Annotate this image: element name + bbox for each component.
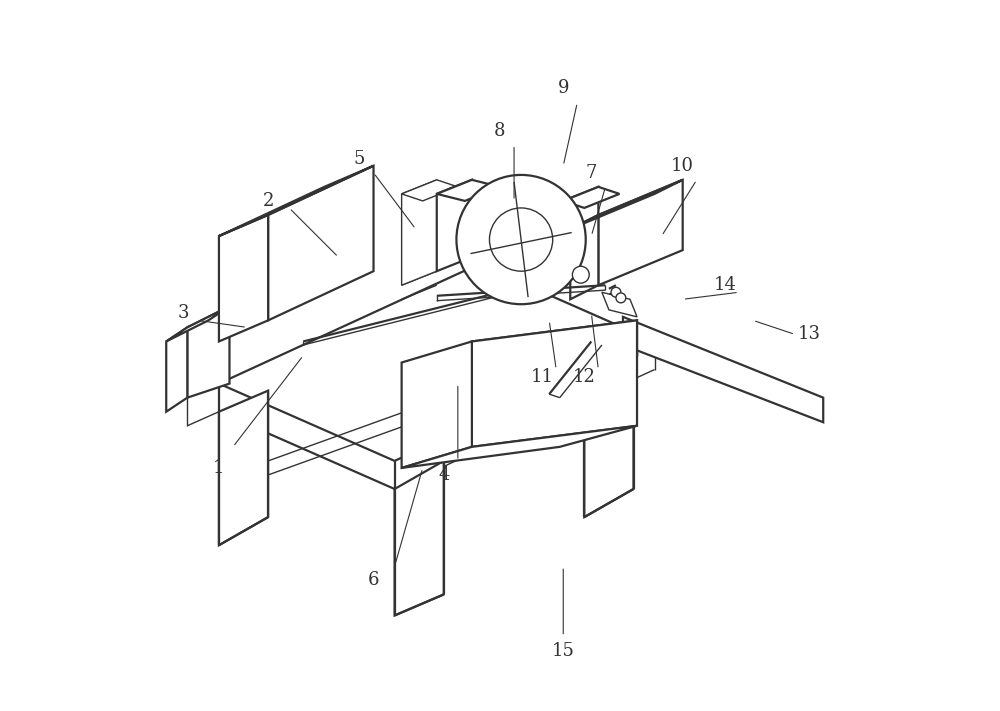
Circle shape xyxy=(456,175,586,304)
Polygon shape xyxy=(563,187,619,208)
Polygon shape xyxy=(219,215,268,341)
Polygon shape xyxy=(563,187,598,271)
Text: 12: 12 xyxy=(573,368,596,385)
Text: 15: 15 xyxy=(552,641,575,660)
Text: 7: 7 xyxy=(586,164,597,182)
Text: 10: 10 xyxy=(671,157,694,175)
Text: 3: 3 xyxy=(178,304,190,322)
Polygon shape xyxy=(402,180,458,201)
Polygon shape xyxy=(437,180,500,201)
Text: 2: 2 xyxy=(262,192,274,210)
Text: 6: 6 xyxy=(368,572,379,589)
Text: 11: 11 xyxy=(531,368,554,385)
Circle shape xyxy=(611,287,621,297)
Text: 14: 14 xyxy=(713,277,736,294)
Polygon shape xyxy=(472,321,637,377)
Polygon shape xyxy=(219,166,374,236)
Text: 9: 9 xyxy=(557,80,569,97)
Polygon shape xyxy=(166,306,229,341)
Polygon shape xyxy=(187,306,229,397)
Polygon shape xyxy=(395,461,444,616)
Polygon shape xyxy=(570,180,683,229)
Text: 4: 4 xyxy=(438,466,449,484)
Polygon shape xyxy=(602,292,637,317)
Polygon shape xyxy=(402,180,437,285)
Polygon shape xyxy=(402,426,637,468)
Circle shape xyxy=(572,266,589,283)
Text: 13: 13 xyxy=(798,326,821,343)
Polygon shape xyxy=(472,321,637,447)
Polygon shape xyxy=(219,390,268,545)
Polygon shape xyxy=(437,180,472,271)
Polygon shape xyxy=(623,317,823,422)
Polygon shape xyxy=(584,370,634,517)
Polygon shape xyxy=(570,215,598,299)
Circle shape xyxy=(616,293,626,303)
Text: 8: 8 xyxy=(494,122,506,139)
Circle shape xyxy=(489,208,553,271)
Polygon shape xyxy=(598,180,683,285)
Polygon shape xyxy=(219,264,655,461)
Polygon shape xyxy=(402,341,472,468)
Polygon shape xyxy=(166,327,187,412)
Text: 5: 5 xyxy=(354,150,365,168)
Polygon shape xyxy=(268,166,374,321)
Text: 1: 1 xyxy=(213,459,225,477)
